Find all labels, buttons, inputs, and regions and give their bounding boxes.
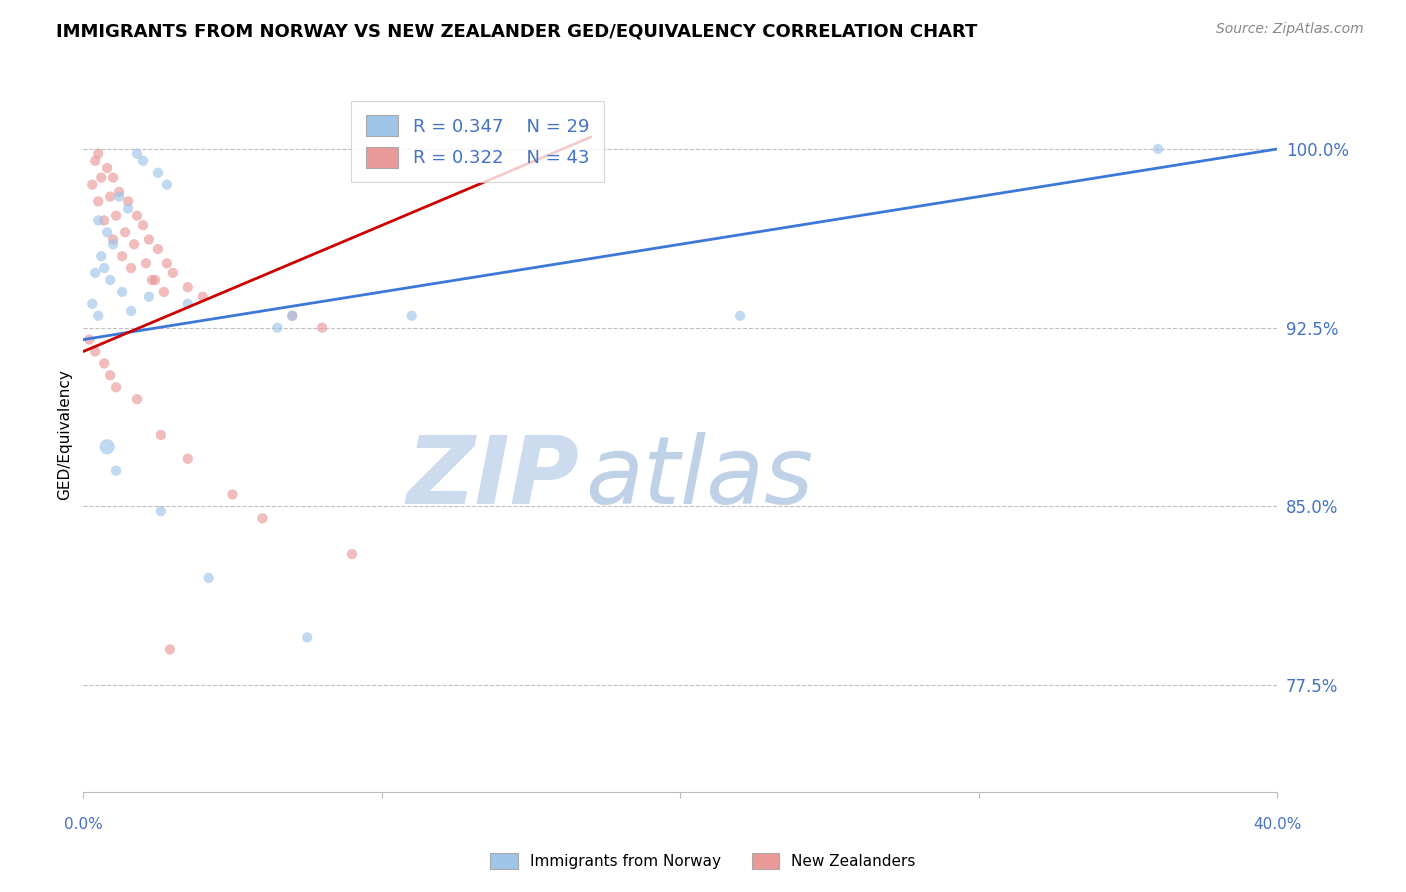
Point [728,309,751,323]
Point [120,261,142,276]
Point [77,333,100,347]
Point [93,356,115,370]
Text: ZIP: ZIP [406,432,579,524]
Legend: R = 0.347    N = 29, R = 0.322    N = 43: R = 0.347 N = 29, R = 0.322 N = 43 [352,101,603,182]
Point [87,309,110,323]
Point [82,178,104,192]
Point [120,304,142,318]
Point [125,146,148,161]
Point [266,320,288,334]
Point [135,256,157,270]
Point [132,218,155,232]
Point [281,309,304,323]
Point [84,153,107,168]
Point [191,290,214,304]
Point [159,642,181,657]
Point [105,380,128,394]
Point [93,261,115,276]
Point [117,202,139,216]
Point [146,166,169,180]
Point [153,285,176,299]
Point [90,249,112,263]
Point [111,285,134,299]
Point [177,297,200,311]
Point [105,209,128,223]
Text: Source: ZipAtlas.com: Source: ZipAtlas.com [1216,22,1364,37]
Point [96,225,118,239]
Point [162,266,184,280]
Point [281,309,304,323]
Point [98,273,121,287]
Legend: Immigrants from Norway, New Zealanders: Immigrants from Norway, New Zealanders [484,847,922,875]
Point [132,153,155,168]
Point [125,392,148,407]
Point [87,213,110,227]
Point [311,320,333,334]
Point [108,185,131,199]
Point [84,266,107,280]
Text: atlas: atlas [585,433,813,524]
Point [87,146,110,161]
Text: IMMIGRANTS FROM NORWAY VS NEW ZEALANDER GED/EQUIVALENCY CORRELATION CHART: IMMIGRANTS FROM NORWAY VS NEW ZEALANDER … [56,22,977,40]
Point [149,428,172,442]
Point [177,280,200,294]
Point [111,249,134,263]
Point [82,297,104,311]
Point [221,487,243,501]
Point [149,504,172,518]
Point [98,189,121,203]
Point [117,194,139,209]
Point [105,464,128,478]
Point [108,189,131,203]
Point [1147,142,1170,156]
Point [90,170,112,185]
Point [96,161,118,175]
Point [295,631,318,645]
Point [252,511,274,525]
Point [401,309,423,323]
Point [138,232,160,246]
Point [138,290,160,304]
Point [125,209,148,223]
Point [101,170,124,185]
Y-axis label: GED/Equivalency: GED/Equivalency [58,369,72,500]
Text: 0.0%: 0.0% [63,817,103,832]
Point [101,237,124,252]
Point [340,547,363,561]
Point [84,344,107,359]
Point [156,256,179,270]
Point [146,242,169,256]
Point [98,368,121,383]
Point [122,237,145,252]
Point [114,225,136,239]
Point [177,451,200,466]
Point [101,232,124,246]
Point [93,213,115,227]
Point [96,440,118,454]
Point [141,273,163,287]
Point [197,571,219,585]
Text: 40.0%: 40.0% [1253,817,1302,832]
Point [87,194,110,209]
Point [143,273,166,287]
Point [156,178,179,192]
